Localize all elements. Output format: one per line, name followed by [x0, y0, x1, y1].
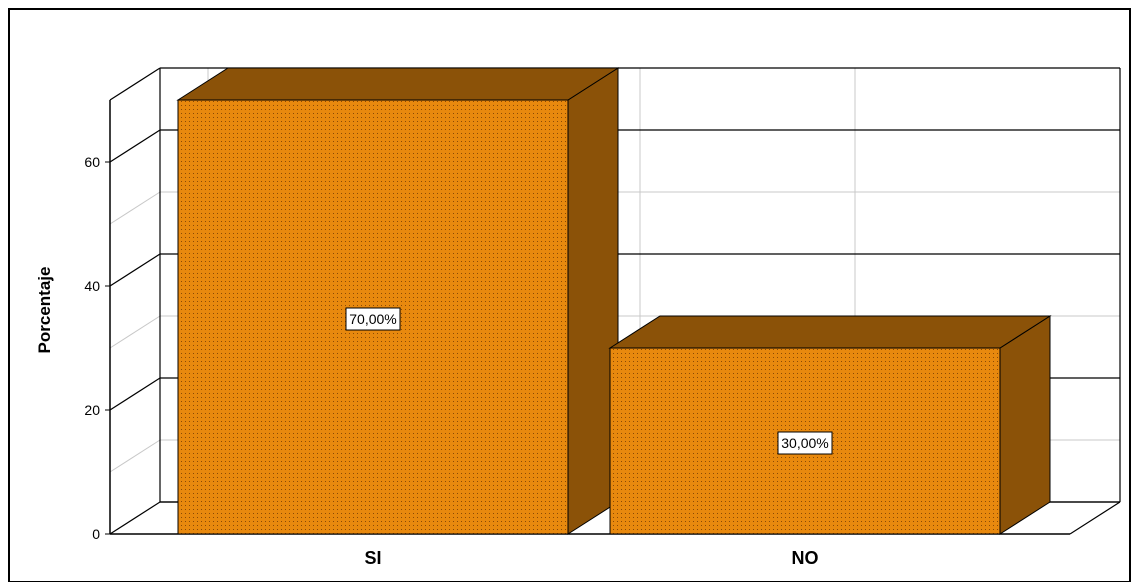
y-tick-label: 40 [84, 278, 100, 294]
x-tick-label: NO [792, 548, 819, 568]
bar-side [999, 315, 1051, 535]
y-axis-label: Porcentaje [35, 267, 54, 354]
minor-gridline-side [109, 439, 161, 473]
major-gridline-side [109, 129, 161, 163]
y-tick-label: 60 [84, 154, 100, 170]
major-gridline-side [109, 377, 161, 411]
top-edge-side [109, 67, 161, 101]
data-label-box [345, 307, 401, 331]
bar-top [176, 67, 620, 101]
data-label-box [777, 431, 833, 455]
major-gridline-side [109, 501, 161, 535]
x-tick-label: SI [364, 548, 381, 568]
y-tick-label: 0 [92, 526, 100, 542]
data-label: 70,00% [349, 311, 396, 327]
major-gridline-side [109, 253, 161, 287]
data-label: 30,00% [781, 435, 828, 451]
bar-top [608, 315, 1052, 349]
minor-gridline-side [109, 191, 161, 225]
y-tick-label: 20 [84, 402, 100, 418]
floor-right-edge [1069, 501, 1121, 535]
minor-gridline-side [109, 315, 161, 349]
